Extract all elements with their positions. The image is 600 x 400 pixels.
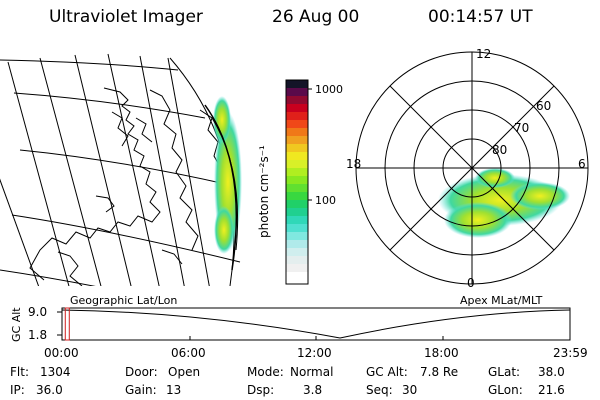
- time-tick-0000: 00:00: [44, 346, 79, 360]
- glon-value: 21.6: [538, 383, 565, 397]
- colorbar: [285, 79, 312, 285]
- dsp-label: Dsp:: [247, 383, 275, 397]
- time-tick-1800: 18:00: [424, 346, 459, 360]
- flt-value: 1304: [40, 365, 71, 379]
- glon-label: GLon:: [488, 383, 523, 397]
- mlat-label-70: 70: [514, 121, 530, 135]
- dsp-value: 3.8: [303, 383, 323, 397]
- mlat-label-80: 80: [492, 143, 508, 157]
- mlt-label-12: 12: [476, 47, 492, 61]
- gcalt-value: 7.8 Re: [420, 365, 459, 379]
- polar-plot: [355, 51, 589, 285]
- right-panel-label: Apex MLat/MLT: [460, 294, 543, 307]
- mlt-label-0: 0: [467, 276, 475, 290]
- door-label: Door:: [125, 365, 158, 379]
- time-tick-1200: 12:00: [297, 346, 332, 360]
- mode-value: Normal: [290, 365, 334, 379]
- image-date: 26 Aug 00: [272, 7, 360, 27]
- altitude-axis-label: GC Alt: [10, 307, 23, 342]
- colorbar-tick-100: 100: [315, 194, 336, 207]
- ip-value: 36.0: [36, 383, 63, 397]
- gcalt-label: GC Alt:: [366, 365, 408, 379]
- time-tick-2359: 23:59: [553, 346, 588, 360]
- gain-label: Gain:: [125, 383, 157, 397]
- mlt-label-18: 18: [346, 157, 362, 171]
- altitude-tick-9: 9.0: [28, 305, 48, 319]
- seq-label: Seq:: [366, 383, 393, 397]
- flt-label: Flt:: [10, 365, 29, 379]
- time-tick-0600: 06:00: [171, 346, 206, 360]
- mlat-label-60: 60: [536, 99, 552, 113]
- instrument-title: Ultraviolet Imager: [49, 7, 203, 27]
- seq-value: 30: [402, 383, 418, 397]
- colorbar-tick-1000: 1000: [315, 83, 343, 96]
- ip-label: IP:: [10, 383, 25, 397]
- mode-label: Mode:: [247, 365, 284, 379]
- gain-value: 13: [166, 383, 182, 397]
- colorbar-unit-label: photon cm⁻²s⁻¹: [257, 145, 271, 238]
- door-value: Open: [168, 365, 201, 379]
- altitude-tick-1.8: 1.8: [28, 328, 48, 342]
- glat-value: 38.0: [538, 365, 565, 379]
- left-panel-label: Geographic Lat/Lon: [70, 294, 178, 307]
- image-time: 00:14:57 UT: [428, 7, 533, 27]
- altitude-plot: [57, 307, 571, 341]
- mlt-label-6: 6: [578, 157, 586, 171]
- glat-label: GLat:: [488, 365, 521, 379]
- current-time-marker: [64, 307, 70, 341]
